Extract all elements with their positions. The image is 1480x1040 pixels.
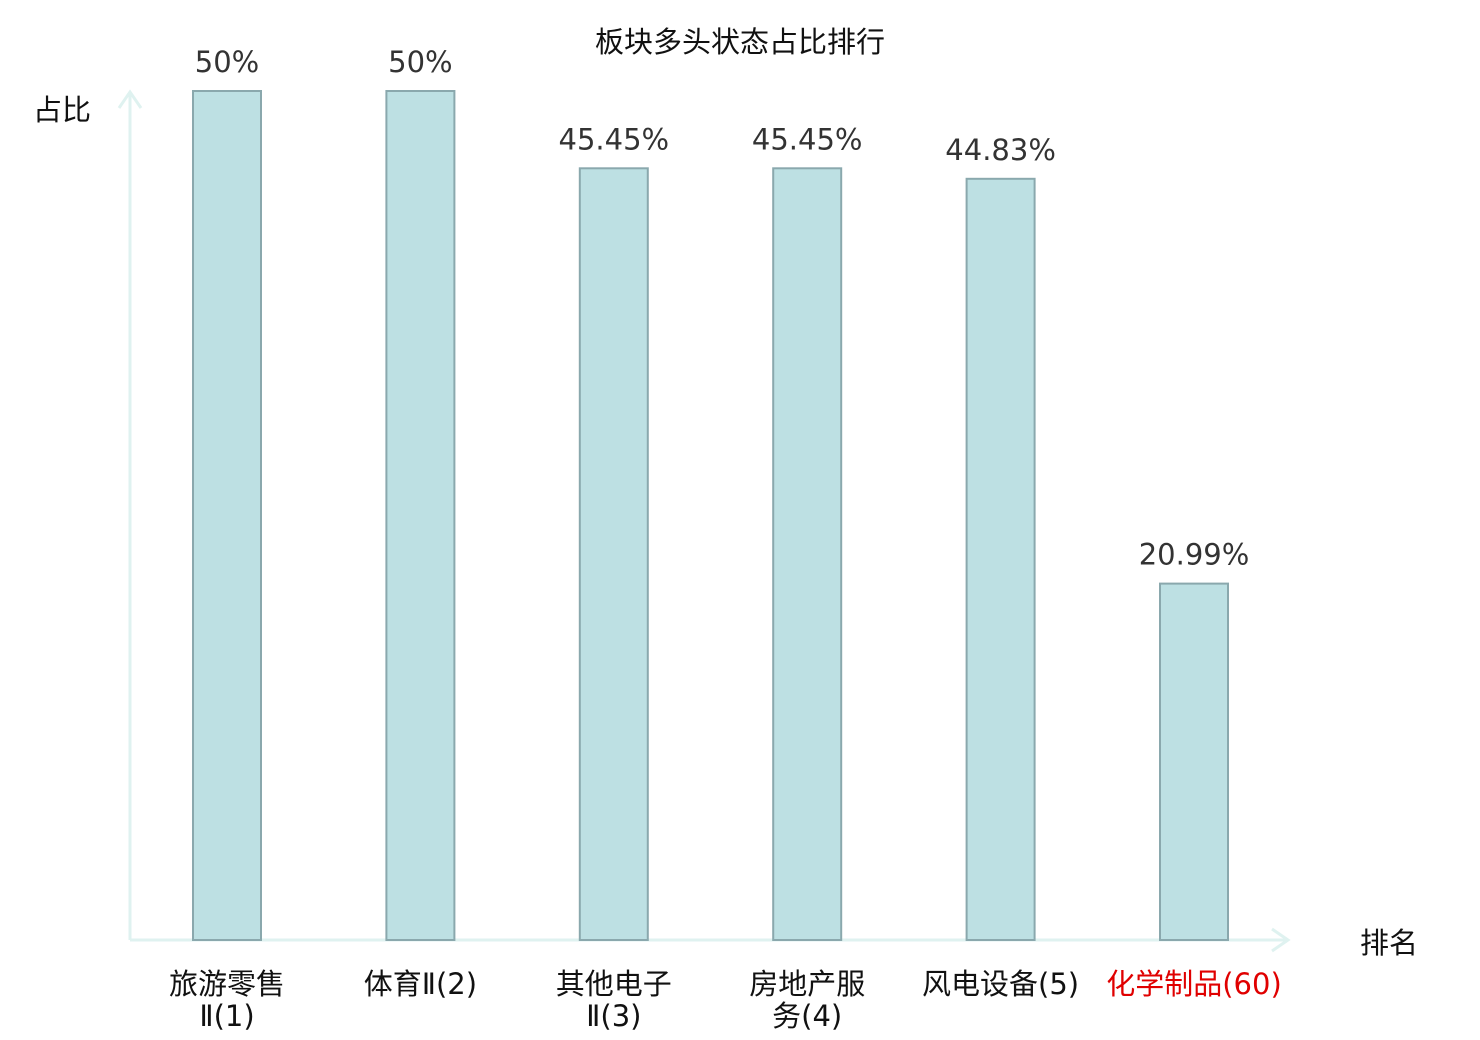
bar: [772, 167, 843, 942]
bar: [578, 167, 649, 942]
x-axis: [130, 927, 1291, 953]
category-label: 风电设备(5): [922, 967, 1079, 1001]
value-label: 20.99%: [1139, 538, 1250, 572]
y-axis: [117, 89, 143, 940]
y-axis-label: 占比: [33, 93, 91, 127]
bar: [1159, 582, 1229, 941]
chart-title: 板块多头状态占比排行: [595, 25, 885, 59]
value-label: 45.45%: [752, 122, 863, 156]
bar: [192, 90, 262, 941]
category-label: 房地产服: [749, 967, 865, 1001]
category-label: 务(4): [772, 999, 842, 1033]
value-label: 50%: [388, 45, 452, 79]
category-label: Ⅱ(3): [586, 999, 641, 1033]
value-label: 44.83%: [945, 133, 1056, 167]
category-label: 旅游零售: [169, 967, 285, 1001]
category-label: Ⅱ(1): [199, 999, 254, 1033]
bar: [385, 90, 456, 941]
category-label: 化学制品(60): [1106, 967, 1282, 1001]
value-label: 50%: [195, 45, 259, 79]
x-axis-label: 排名: [1360, 926, 1418, 960]
bar-series: [192, 90, 1229, 942]
category-label: 其他电子: [556, 967, 672, 1001]
bar: [965, 177, 1036, 942]
category-label: 体育Ⅱ(2): [364, 967, 477, 1001]
value-label: 45.45%: [559, 122, 670, 156]
value-label-group: 50% 50% 45.45% 45.45% 44.83% 20.99%: [195, 45, 1250, 572]
